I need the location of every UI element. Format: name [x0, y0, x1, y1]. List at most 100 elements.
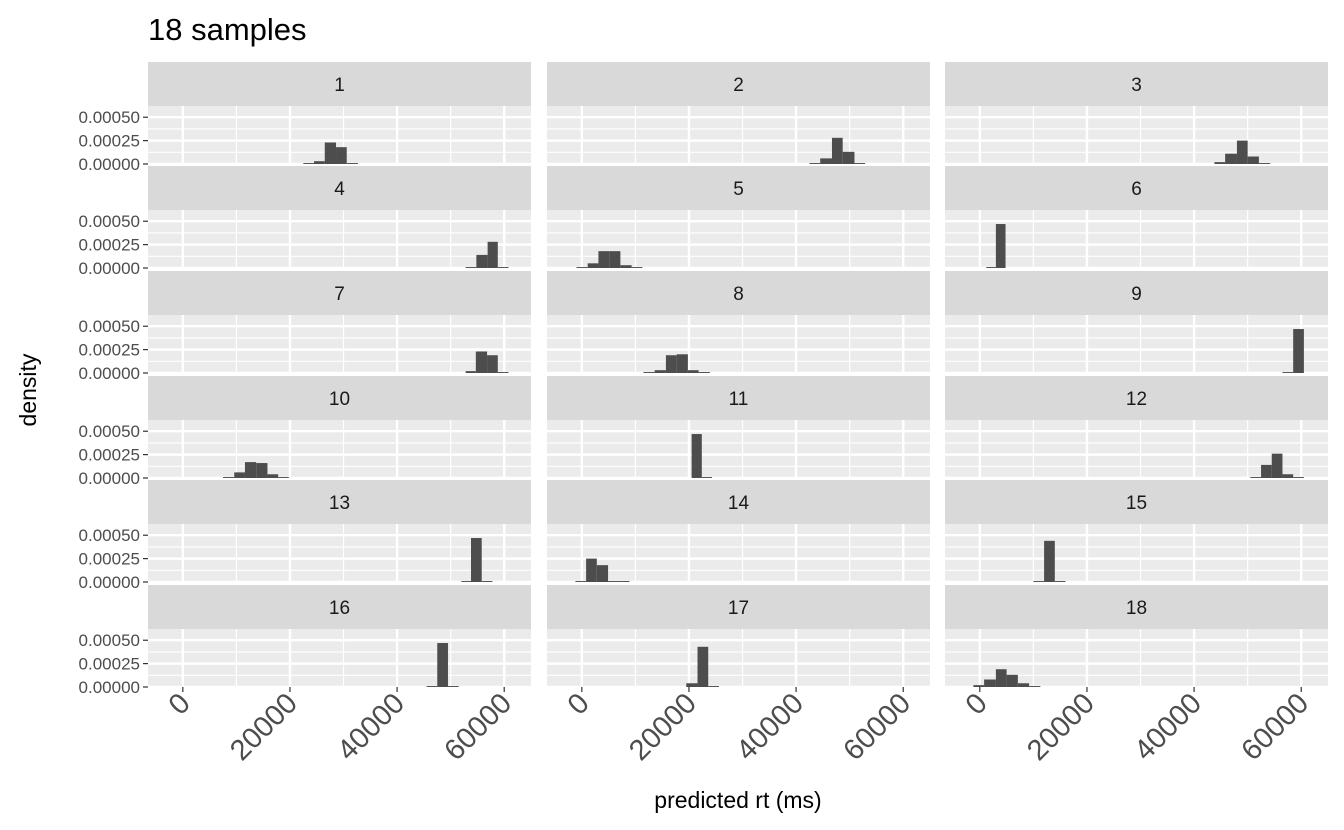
facet-strip [945, 480, 1328, 524]
facet-14: 14 [547, 480, 930, 582]
histogram-bar [986, 267, 996, 268]
facet-strip-label: 2 [733, 75, 744, 96]
histogram-bar [697, 646, 709, 687]
histogram-bar [475, 351, 488, 373]
histogram-bar [820, 158, 832, 164]
y-tick-label: 0.00050 [79, 108, 140, 127]
panel-background [945, 106, 1328, 164]
y-tick-label: 0.00000 [79, 155, 140, 174]
panel-background [547, 106, 930, 164]
panel-plot-area [148, 315, 531, 373]
y-tick-label: 0.00000 [79, 573, 140, 592]
histogram-bar [244, 462, 257, 478]
panel-plot-area [148, 629, 531, 687]
facet-strip [547, 585, 930, 629]
panel-plot-area [547, 210, 930, 268]
histogram-bar [1006, 674, 1018, 687]
histogram-bar [586, 558, 597, 582]
histogram-bar [278, 477, 289, 478]
histogram-bar [256, 463, 268, 478]
histogram-bar [576, 267, 588, 268]
histogram-bar [437, 643, 448, 687]
histogram-bar [618, 581, 630, 582]
panel-background [148, 315, 531, 373]
y-tick-label: 0.00000 [79, 259, 140, 278]
histogram-bar [698, 372, 710, 373]
y-tick-label: 0.00050 [79, 317, 140, 336]
panel-background [148, 210, 531, 268]
facet-3: 3 [945, 62, 1328, 164]
facet-2: 2 [547, 62, 930, 164]
facet-strip-label: 7 [334, 284, 345, 305]
y-axis-title: density [15, 353, 41, 426]
y-tick-label: 0.00050 [79, 212, 140, 231]
histogram-bar [1258, 163, 1271, 164]
facet-strip-label: 12 [1126, 389, 1147, 410]
facet-13: 13 0.00000 0.00025 0.00050 [79, 480, 531, 592]
panel-background [547, 629, 930, 687]
histogram-bar [476, 254, 488, 268]
facet-strip [547, 166, 930, 210]
y-tick-label: 0.00025 [79, 341, 140, 360]
facet-strip [945, 166, 1328, 210]
histogram-bar [598, 251, 610, 268]
x-tick-label: 20000 [224, 687, 304, 767]
x-tick-label: 40000 [1128, 687, 1208, 767]
panel-background [945, 524, 1328, 582]
panel-plot-area [148, 210, 531, 268]
facet-strip [148, 376, 531, 420]
histogram-bar [596, 565, 609, 582]
x-axis: 0 20000 40000 60000 [163, 687, 518, 767]
histogram-bar [1225, 153, 1237, 164]
x-tick-label: 20000 [623, 687, 703, 767]
histogram-bar [346, 163, 358, 164]
histogram-bar [587, 263, 599, 268]
panel-background [547, 315, 930, 373]
y-tick-label: 0.00025 [79, 236, 140, 255]
histogram-bar [336, 147, 347, 164]
histogram-bar [687, 370, 699, 373]
y-tick-label: 0.00050 [79, 631, 140, 650]
facet-strip [547, 271, 930, 315]
histogram-bar [609, 251, 621, 268]
facet-strip-label: 3 [1131, 75, 1142, 96]
facet-strip [148, 166, 531, 210]
facet-strip [945, 376, 1328, 420]
histogram-bar [1250, 477, 1262, 478]
x-axis-title: predicted rt (ms) [654, 787, 821, 813]
facet-strip [945, 585, 1328, 629]
facet-strip-label: 16 [329, 598, 350, 619]
histogram-bar [461, 581, 472, 582]
facet-15: 15 [945, 480, 1328, 582]
histogram-bar [303, 163, 315, 164]
y-tick-label: 0.00000 [79, 364, 140, 383]
histogram-bar [1054, 581, 1066, 582]
histogram-bar [1293, 477, 1304, 478]
panel-plot-area [547, 106, 930, 164]
histogram-bar [267, 474, 279, 478]
histogram-bar [973, 685, 985, 687]
histogram-bar [620, 265, 632, 268]
histogram-bar [831, 137, 843, 164]
panel-background [148, 420, 531, 478]
panel-plot-area [945, 106, 1328, 164]
panel-background [945, 315, 1328, 373]
facet-strip-label: 6 [1131, 179, 1142, 200]
histogram-bar [984, 679, 996, 687]
facet-7: 7 0.00000 0.00025 0.00050 [79, 271, 531, 383]
histogram-bar [608, 581, 619, 582]
histogram-bar [643, 372, 655, 373]
histogram-bar [324, 142, 337, 164]
y-tick-label: 0.00025 [79, 132, 140, 151]
histogram-bar [1261, 464, 1272, 478]
facet-4: 4 0.00000 0.00025 0.00050 [79, 166, 531, 278]
panel-plot-area [547, 420, 930, 478]
facet-strip [547, 62, 930, 106]
facet-strip [945, 271, 1328, 315]
facet-5: 5 [547, 166, 930, 268]
y-tick-label: 0.00025 [79, 550, 140, 569]
histogram-bar [1247, 156, 1259, 164]
histogram-bar [1214, 162, 1226, 164]
x-tick-label: 20000 [1021, 687, 1101, 767]
y-tick-label: 0.00050 [79, 422, 140, 441]
